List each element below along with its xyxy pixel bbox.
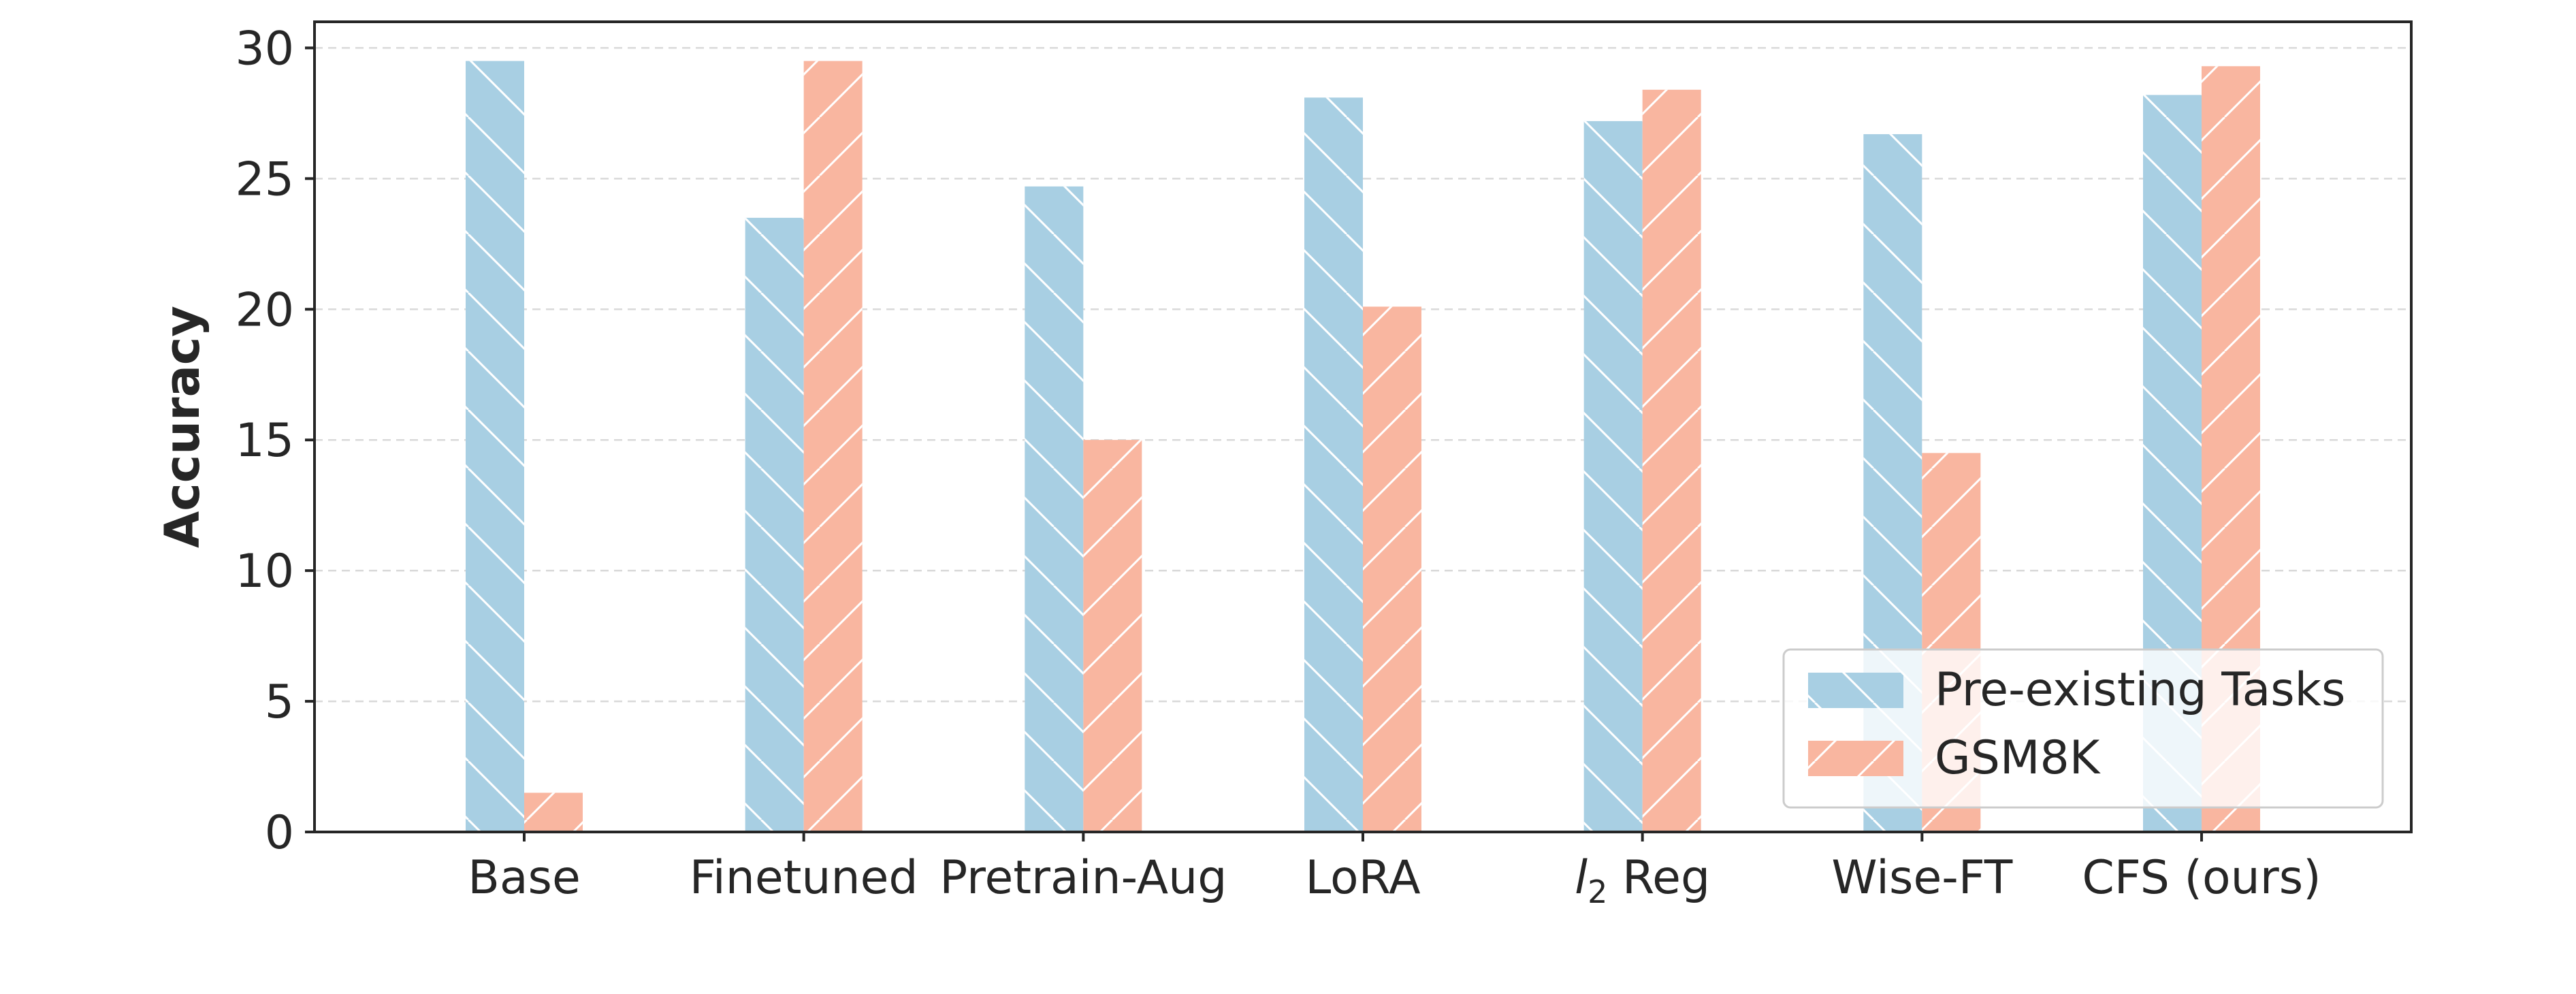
x-tick-label: Base <box>468 851 581 905</box>
legend-label: Pre-existing Tasks <box>1935 663 2345 717</box>
y-tick-label: 15 <box>235 414 294 468</box>
bar-hatch <box>466 61 524 832</box>
bar-hatch <box>1583 121 1643 832</box>
legend-box <box>1782 648 2384 809</box>
bar-hatch <box>1025 186 1084 832</box>
legend-swatch-hatch <box>1808 741 1903 776</box>
axis-ticks: 0 5 10 15 20 25 30 Base Finetuned Pretrain-Aug LoR… <box>235 22 2321 910</box>
y-tick-label: 30 <box>235 22 294 76</box>
x-tick-label: CFS (ours) <box>2082 851 2321 905</box>
legend-label: GSM8K <box>1935 731 2102 785</box>
y-axis-label: Accuracy <box>155 306 210 548</box>
bar-hatch <box>1083 440 1142 832</box>
y-tick-label: 5 <box>265 675 294 729</box>
x-tick-label: Finetuned <box>690 851 918 905</box>
y-tick-label: 10 <box>235 545 294 598</box>
legend: Pre-existing Tasks GSM8K <box>1782 648 2384 809</box>
legend-swatch-hatch <box>1808 673 1903 708</box>
y-tick-label: 0 <box>265 806 294 860</box>
x-tick-label: LoRA <box>1305 851 1420 905</box>
bar-hatch <box>1304 97 1363 832</box>
bar-hatch <box>745 217 804 833</box>
y-tick-label: 25 <box>235 153 294 206</box>
x-tick-label: Pretrain-Aug <box>939 851 1227 905</box>
x-tick-label: Wise-FT <box>1831 851 2012 905</box>
y-tick-label: 20 <box>235 283 294 337</box>
bar-hatch <box>1363 306 1421 833</box>
bar-hatch <box>524 792 583 832</box>
bar-hatch <box>1642 89 1701 833</box>
x-tick-label: l2 Reg <box>1575 851 1710 910</box>
bar-hatch <box>803 61 863 832</box>
